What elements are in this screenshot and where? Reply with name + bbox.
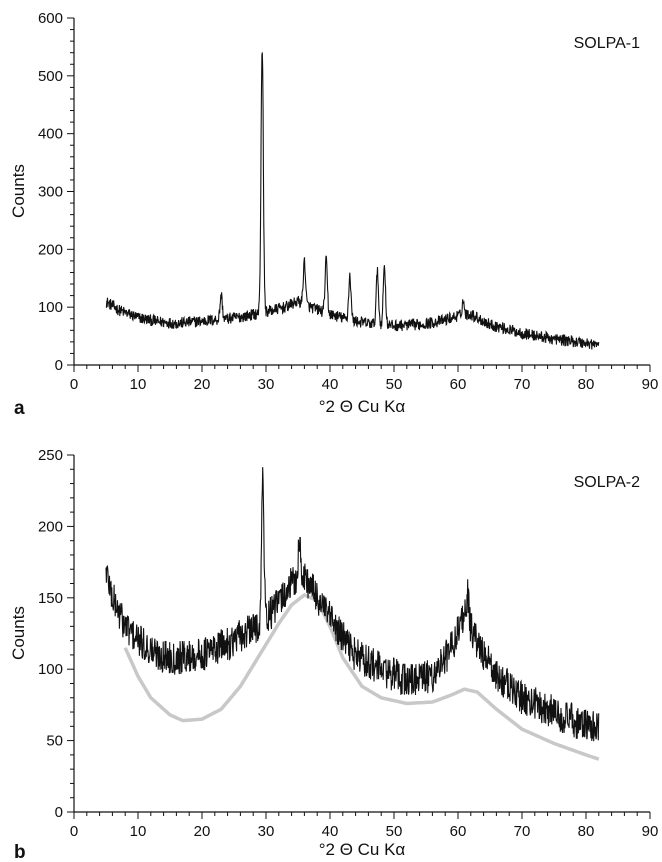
series-line xyxy=(105,467,600,742)
y-tick-label: 400 xyxy=(38,126,63,143)
x-tick-label: 40 xyxy=(322,376,339,393)
tick-marks xyxy=(67,454,651,819)
panel-tag-a: a xyxy=(14,398,25,419)
chart-panel-b: 0 10 20 30 40 50 60 70 80 90 0 50 100 150 200 250 SOLPA… xyxy=(9,447,658,862)
y-tick-label: 0 xyxy=(55,804,63,821)
y-tick-label: 600 xyxy=(38,10,63,27)
x-tick-label: 80 xyxy=(578,376,595,393)
x-tick-label: 30 xyxy=(258,823,275,840)
tick-marks xyxy=(67,17,651,372)
x-tick-label: 60 xyxy=(450,376,467,393)
legend-label: SOLPA-2 xyxy=(574,474,641,491)
y-tick-label: 200 xyxy=(38,241,63,258)
y-tick-label: 50 xyxy=(46,733,63,750)
y-tick-label: 500 xyxy=(38,68,63,85)
series-line xyxy=(105,52,600,350)
x-tick-label: 90 xyxy=(642,823,659,840)
x-axis-title: °2 Θ Cu Kα xyxy=(319,840,406,859)
y-tick-label: 0 xyxy=(55,357,63,374)
y-tick-label: 200 xyxy=(38,518,63,535)
fit-curve xyxy=(123,592,600,761)
tick-labels: 0 10 20 30 40 50 60 70 80 90 0 50 100 150 200 250 xyxy=(38,447,658,840)
x-tick-label: 40 xyxy=(322,823,339,840)
panel-tag-b: b xyxy=(14,842,26,862)
x-tick-label: 70 xyxy=(514,823,531,840)
x-tick-label: 0 xyxy=(70,823,78,840)
x-tick-label: 90 xyxy=(642,376,659,393)
y-tick-label: 150 xyxy=(38,590,63,607)
y-axis-title: Counts xyxy=(9,164,28,218)
chart-panel-a: 0 10 20 30 40 50 60 70 80 90 0 100 200 300 400 500 600 S… xyxy=(9,10,658,419)
x-tick-label: 20 xyxy=(194,376,211,393)
x-tick-label: 20 xyxy=(194,823,211,840)
y-tick-label: 250 xyxy=(38,447,63,464)
tick-labels: 0 10 20 30 40 50 60 70 80 90 0 100 200 300 400 500 600 xyxy=(38,10,658,393)
x-tick-label: 10 xyxy=(130,823,147,840)
x-tick-label: 70 xyxy=(514,376,531,393)
x-tick-label: 30 xyxy=(258,376,275,393)
x-tick-label: 50 xyxy=(386,376,403,393)
y-tick-label: 100 xyxy=(38,661,63,678)
y-tick-label: 300 xyxy=(38,184,63,201)
x-tick-label: 10 xyxy=(130,376,147,393)
legend-label: SOLPA-1 xyxy=(574,35,641,52)
y-axis-title: Counts xyxy=(9,606,28,660)
x-tick-label: 0 xyxy=(70,376,78,393)
x-tick-label: 80 xyxy=(578,823,595,840)
x-tick-label: 60 xyxy=(450,823,467,840)
x-tick-label: 50 xyxy=(386,823,403,840)
y-tick-label: 100 xyxy=(38,299,63,316)
x-axis-title: °2 Θ Cu Kα xyxy=(319,397,406,416)
